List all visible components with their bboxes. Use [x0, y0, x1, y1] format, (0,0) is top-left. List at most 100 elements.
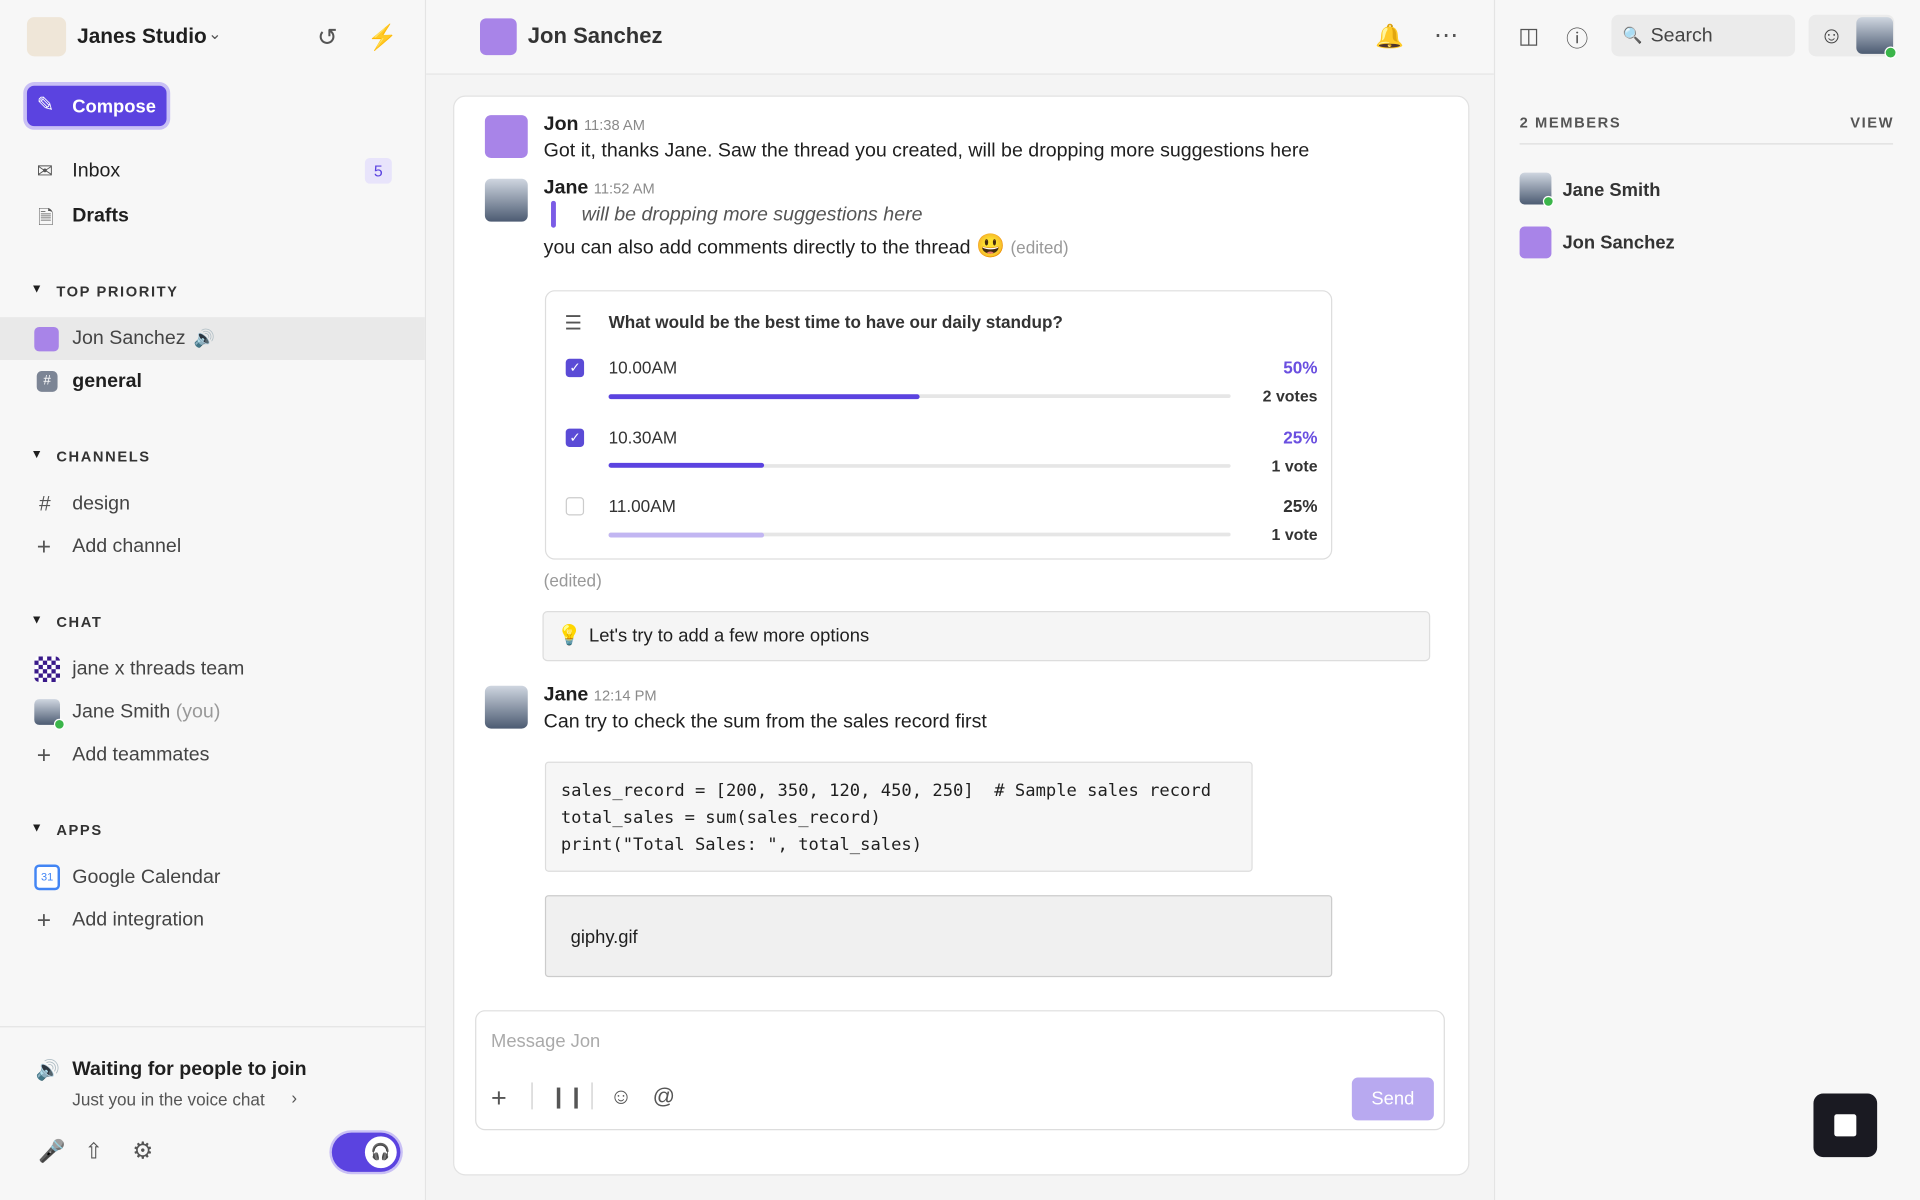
- separator: [531, 1082, 533, 1110]
- audio-icon[interactable]: ❙❙: [549, 1084, 585, 1109]
- online-dot: [1542, 195, 1554, 207]
- header: [426, 0, 1494, 75]
- attachment-name: giphy.gif: [570, 926, 638, 948]
- sidebar: [0, 0, 427, 1200]
- section-title[interactable]: CHANNELS: [56, 448, 151, 466]
- app-item[interactable]: Google Calendar: [72, 866, 221, 888]
- share-icon[interactable]: ⇧: [84, 1138, 103, 1164]
- plus-icon[interactable]: +: [491, 1082, 507, 1114]
- search-icon: 🔍: [1622, 25, 1643, 45]
- voice-subtitle[interactable]: Just you in the voice chat: [72, 1089, 265, 1110]
- code-line: total_sales = sum(sales_record): [560, 808, 881, 828]
- chat-item[interactable]: jane x threads team: [72, 658, 245, 680]
- poll-checkbox[interactable]: ✓: [565, 428, 585, 447]
- stop-icon: [1834, 1114, 1857, 1137]
- nav-item[interactable]: Inbox: [72, 160, 121, 182]
- channel-item[interactable]: design: [72, 493, 130, 515]
- avatar: [484, 178, 528, 222]
- inbox-icon: ✉: [36, 161, 54, 183]
- workspace-logo: [26, 17, 67, 57]
- chat-name: Jane Smith: [72, 701, 171, 723]
- poll-track: [608, 463, 1231, 468]
- channel-item[interactable]: general: [72, 371, 142, 392]
- divider: [0, 1026, 425, 1028]
- emoji: 😃: [976, 233, 1006, 260]
- poll-icon: ☰: [564, 313, 583, 335]
- chat-suffix: (you): [175, 701, 221, 723]
- nav-item[interactable]: Drafts: [72, 205, 129, 227]
- user-box[interactable]: ☺: [1808, 14, 1897, 59]
- conversation-title: Jon Sanchez: [527, 23, 663, 48]
- help-icon[interactable]: ⓘ: [1566, 26, 1589, 52]
- avatar: [34, 326, 59, 352]
- chat-item[interactable]: Jane Smith (you): [72, 702, 220, 724]
- caret: ▼: [30, 613, 43, 627]
- avatar: [484, 115, 528, 158]
- message-line: you can also add comments directly to th…: [544, 231, 1069, 260]
- member-name[interactable]: Jane Smith: [1562, 180, 1661, 201]
- edited: (edited): [543, 570, 602, 591]
- send-button[interactable]: Send: [1351, 1077, 1434, 1121]
- message-text: you can also add comments directly to th…: [543, 237, 971, 259]
- composer[interactable]: Message Jon + ❙❙ ☺ @ Send: [475, 1010, 1445, 1131]
- calendar-icon: 31: [34, 864, 60, 891]
- attachment[interactable]: giphy.gif: [544, 895, 1333, 978]
- toggle[interactable]: 🎧: [331, 1132, 401, 1172]
- settings-icon[interactable]: ⚙: [132, 1138, 154, 1165]
- author[interactable]: Jon: [543, 113, 579, 135]
- bell-icon[interactable]: 🔔: [1375, 24, 1405, 51]
- members-action[interactable]: VIEW: [1850, 113, 1895, 132]
- plus-icon: +: [36, 742, 52, 769]
- timestamp: 11:38 AM: [583, 116, 645, 134]
- section-title[interactable]: CHAT: [56, 613, 103, 631]
- chevron: ›: [291, 1087, 298, 1107]
- online-dot: [1884, 46, 1897, 59]
- poll-option: 10.30AM: [608, 426, 678, 447]
- voice-icon: 🔊: [193, 328, 215, 348]
- selected-row: [0, 317, 425, 360]
- compose-icon: ✎: [36, 93, 55, 117]
- message-meta: Jane 11:52 AM: [544, 178, 655, 200]
- message-meta: Jon 11:38 AM: [544, 114, 645, 136]
- workspace-name[interactable]: Janes Studio: [77, 24, 207, 48]
- add-item[interactable]: Add channel: [72, 536, 182, 558]
- section-title[interactable]: APPS: [56, 821, 103, 839]
- activity-icon[interactable]: ⚡: [367, 24, 398, 52]
- poll-checkbox[interactable]: ✓: [565, 358, 585, 378]
- poll-votes: 1 vote: [1271, 525, 1318, 545]
- compose-button[interactable]: ✎ Compose: [26, 85, 167, 127]
- add-item[interactable]: Add integration: [72, 909, 205, 931]
- edited: (edited): [1010, 237, 1069, 258]
- emoji-icon[interactable]: ☺: [609, 1083, 633, 1109]
- caret: ▼: [30, 821, 43, 836]
- mic-icon[interactable]: 🎤: [37, 1138, 66, 1164]
- poll-votes: 2 votes: [1262, 386, 1318, 406]
- search-placeholder: Search: [1650, 25, 1713, 47]
- search-box[interactable]: 🔍 Search: [1611, 14, 1796, 57]
- poll-percent: 25%: [1283, 426, 1318, 447]
- more-icon[interactable]: ⋯: [1433, 22, 1459, 49]
- poll-checkbox[interactable]: [565, 497, 585, 516]
- avatar: [1519, 226, 1552, 259]
- author[interactable]: Jane: [543, 177, 589, 199]
- channel-item[interactable]: Jon Sanchez: [72, 328, 186, 349]
- chevron: ⌄: [208, 24, 222, 43]
- history-icon[interactable]: ↺: [317, 24, 338, 52]
- poll-bar: [608, 532, 765, 538]
- group-avatar: [34, 656, 60, 683]
- poll-percent: 50%: [1283, 357, 1318, 378]
- member-name[interactable]: Jon Sanchez: [1562, 232, 1675, 254]
- voice-icon: 🔊: [35, 1060, 60, 1082]
- members-title: 2 MEMBERS: [1519, 113, 1622, 132]
- tip-text: Let's try to add a few more options: [588, 625, 870, 647]
- floating-button[interactable]: [1813, 1093, 1878, 1158]
- panel-icon[interactable]: ◫: [1518, 23, 1540, 48]
- section-title[interactable]: TOP PRIORITY: [56, 282, 179, 300]
- compose-label: Compose: [72, 96, 156, 118]
- add-item[interactable]: Add teammates: [72, 744, 210, 766]
- author[interactable]: Jane: [543, 684, 589, 706]
- message-text: Got it, thanks Jane. Saw the thread you …: [543, 140, 1310, 162]
- members-panel: [1493, 0, 1920, 1200]
- hash-icon: #: [39, 492, 51, 516]
- mention-icon[interactable]: @: [652, 1083, 676, 1109]
